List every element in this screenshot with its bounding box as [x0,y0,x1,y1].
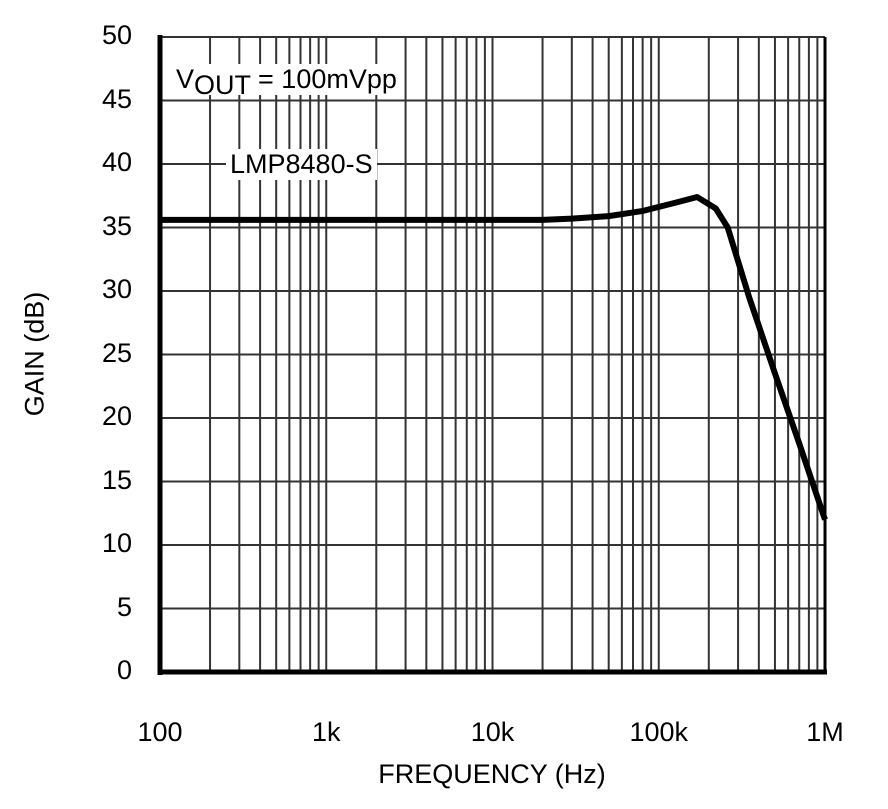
x-tick-label: 1M [806,717,844,747]
y-tick-label: 10 [101,528,132,558]
y-tick-label: 0 [116,655,132,685]
annotation-value: = 100mVpp [250,64,397,94]
x-tick-label: 100 [137,717,183,747]
y-axis-label: GAIN (dB) [19,291,50,417]
y-tick-label: 5 [116,591,132,622]
y-tick-label: 15 [101,464,132,495]
y-tick-label: 20 [101,401,132,431]
y-tick-label: 35 [101,210,132,241]
y-tick-label: 25 [101,337,132,368]
y-tick-label: 30 [101,274,132,304]
annotation-subscript: OUT [194,70,251,100]
x-tick-label: 1k [311,717,341,747]
y-tick-label: 40 [101,147,132,177]
vout-annotation: VOUT = 100mVpp [172,64,401,100]
x-tick-label: 10k [470,717,515,747]
y-tick-label: 45 [101,83,132,114]
x-axis-label: FREQUENCY (Hz) [378,759,606,789]
part-annotation: LMP8480-S [226,149,377,180]
x-tick-label: 100k [629,717,689,747]
y-tick-label: 50 [101,20,132,50]
annotation-v: V [176,64,195,94]
gain-curve [160,194,828,521]
